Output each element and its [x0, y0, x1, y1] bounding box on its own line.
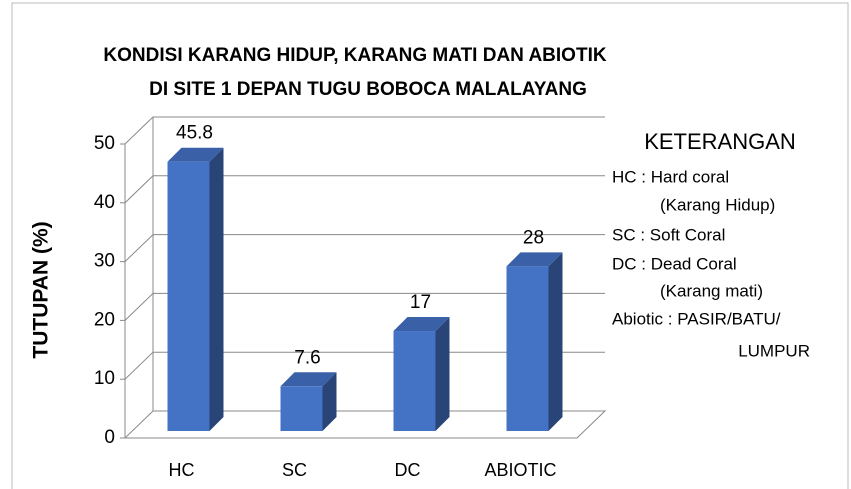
- bar-top: [506, 252, 563, 267]
- legend-text: SC : Soft Coral: [612, 225, 725, 244]
- bar-top: [280, 372, 337, 387]
- legend-text: Abiotic : PASIR/BATU/: [612, 309, 781, 328]
- y-tick-label: 50: [94, 133, 115, 154]
- data-label: 7.6: [294, 347, 320, 368]
- y-tick-label: 30: [94, 251, 115, 272]
- bar-side: [548, 252, 563, 431]
- y-tick-label: 0: [104, 427, 115, 448]
- y-tick-label: 40: [94, 192, 115, 213]
- legend-text: (Karang mati): [660, 281, 763, 300]
- chart-title: DI SITE 1 DEPAN TUGU BOBOCA MALALAYANG: [149, 79, 587, 100]
- grid-line: [124, 292, 605, 321]
- grid-line: [124, 116, 605, 145]
- y-tick-label: 20: [94, 309, 115, 330]
- legend-text: HC : Hard coral: [612, 167, 729, 186]
- bar: [393, 331, 436, 431]
- data-label: 17: [410, 292, 431, 313]
- grid-line: [124, 175, 605, 204]
- data-label: 28: [523, 227, 544, 248]
- bar-top: [167, 147, 224, 162]
- legend-text: (Karang Hidup): [660, 195, 775, 214]
- data-label: 45.8: [176, 123, 213, 144]
- bar: [167, 161, 210, 432]
- chart-title: KONDISI KARANG HIDUP, KARANG MATI DAN AB…: [103, 45, 606, 66]
- grid-line: [124, 351, 605, 380]
- legend-title: KETERANGAN: [644, 129, 796, 154]
- bar-side: [435, 317, 450, 431]
- bar-side: [322, 372, 337, 431]
- bar: [506, 266, 549, 431]
- bar-top: [393, 317, 450, 332]
- x-tick-label: SC: [282, 460, 307, 480]
- y-tick-label: 10: [94, 368, 115, 389]
- legend-text: DC : Dead Coral: [612, 254, 737, 273]
- axis-line: [124, 117, 607, 439]
- x-tick-label: ABIOTIC: [484, 460, 556, 480]
- bar-side: [209, 147, 224, 432]
- y-axis-label: TUTUPAN (%): [30, 221, 53, 358]
- grid-line: [124, 410, 605, 439]
- grid-line: [124, 234, 605, 262]
- x-tick-label: DC: [395, 460, 421, 480]
- legend-text: LUMPUR: [738, 341, 810, 360]
- bar: [280, 386, 323, 431]
- x-tick-label: HC: [169, 460, 195, 480]
